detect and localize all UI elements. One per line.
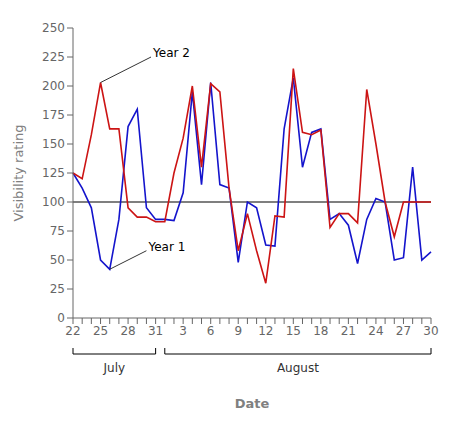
svg-text:22: 22 [65, 324, 80, 338]
svg-text:30: 30 [423, 324, 438, 338]
svg-text:100: 100 [42, 195, 65, 209]
svg-text:150: 150 [42, 137, 65, 151]
svg-text:250: 250 [42, 21, 65, 35]
svg-text:21: 21 [341, 324, 356, 338]
svg-text:200: 200 [42, 79, 65, 93]
svg-text:31: 31 [148, 324, 163, 338]
svg-text:225: 225 [42, 50, 65, 64]
svg-text:175: 175 [42, 108, 65, 122]
svg-text:9: 9 [234, 324, 242, 338]
svg-text:6: 6 [207, 324, 215, 338]
svg-text:3: 3 [179, 324, 187, 338]
svg-text:Visibility rating: Visibility rating [11, 124, 26, 221]
svg-text:15: 15 [286, 324, 301, 338]
svg-text:Date: Date [235, 396, 270, 411]
svg-text:Year 1: Year 1 [147, 240, 185, 254]
svg-text:25: 25 [50, 282, 65, 296]
svg-text:12: 12 [258, 324, 273, 338]
svg-text:50: 50 [50, 253, 65, 267]
svg-text:75: 75 [50, 224, 65, 238]
svg-text:July: July [103, 361, 126, 375]
svg-text:25: 25 [93, 324, 108, 338]
svg-text:0: 0 [57, 311, 65, 325]
svg-text:Year 2: Year 2 [152, 46, 190, 60]
svg-text:18: 18 [313, 324, 328, 338]
svg-text:125: 125 [42, 166, 65, 180]
svg-text:August: August [277, 361, 319, 375]
svg-text:27: 27 [396, 324, 411, 338]
svg-text:24: 24 [368, 324, 383, 338]
svg-text:28: 28 [120, 324, 135, 338]
